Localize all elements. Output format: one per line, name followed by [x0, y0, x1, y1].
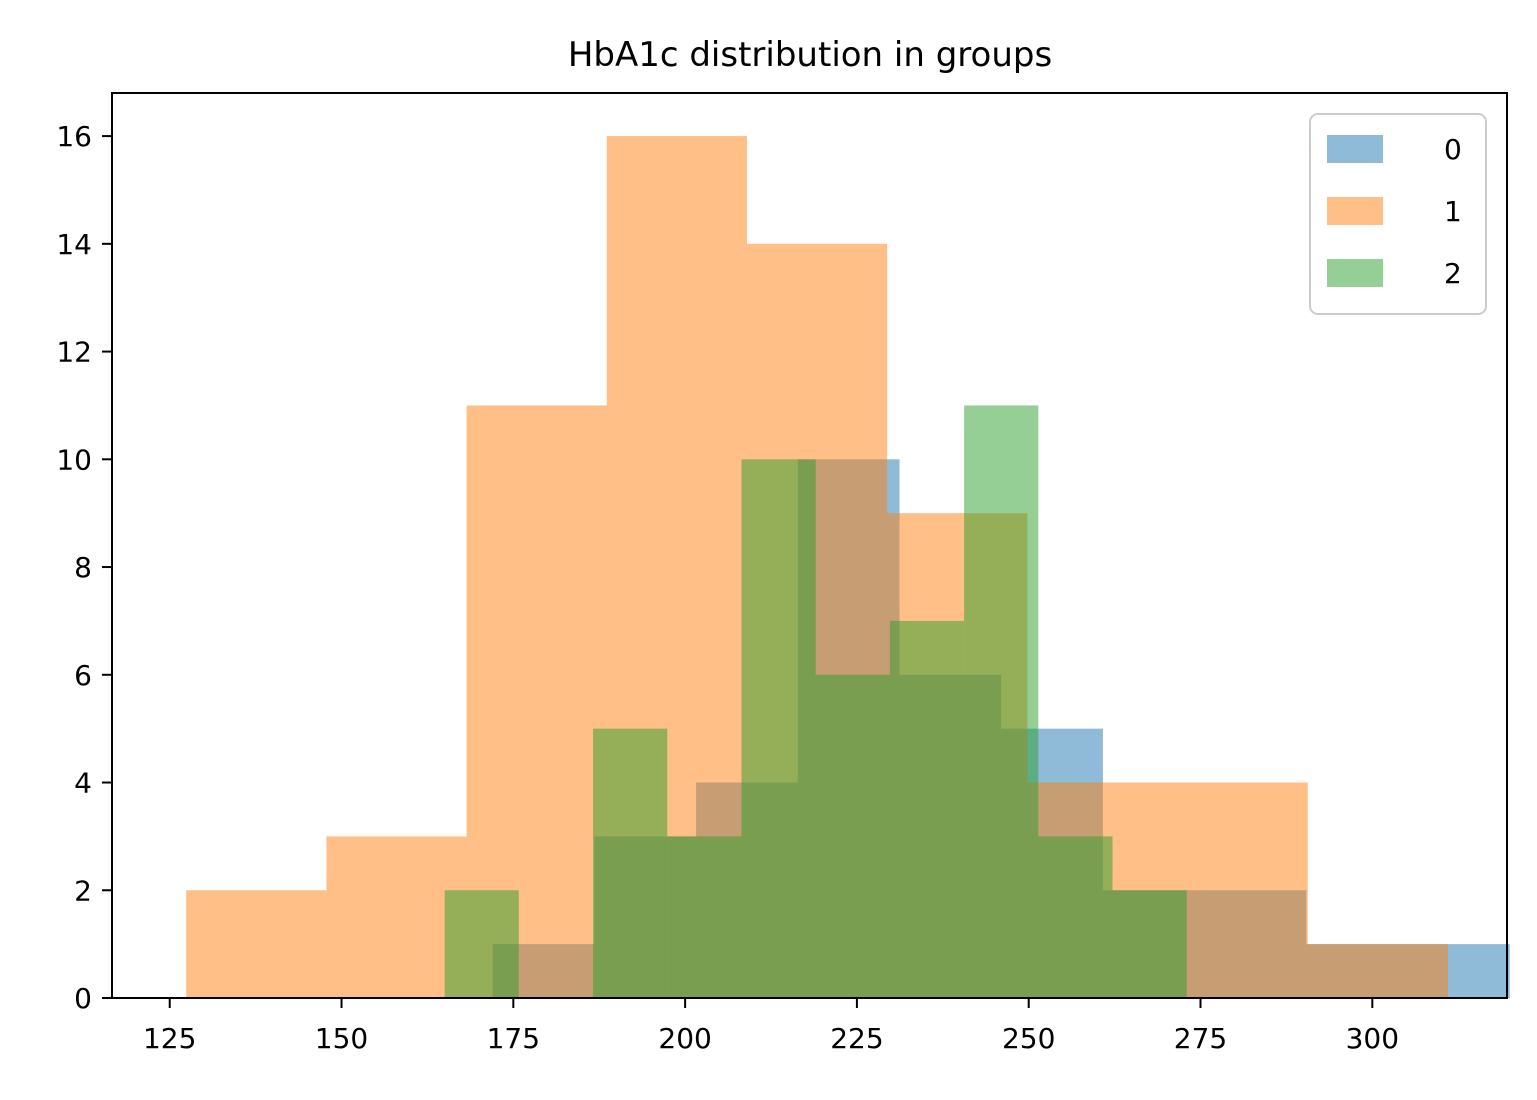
legend-label-0: 0	[1444, 133, 1462, 166]
y-tick-label: 14	[56, 228, 92, 261]
bar-series-2-bin-4	[741, 459, 816, 998]
legend-swatch-0	[1327, 135, 1383, 163]
series-2-bars	[444, 405, 1187, 998]
bar-series-2-bin-0	[444, 890, 519, 998]
bar-series-2-bin-9	[1112, 890, 1187, 998]
x-tick-label: 150	[315, 1022, 368, 1055]
bar-series-1-bin-8	[1307, 944, 1448, 998]
y-tick-label: 4	[74, 767, 92, 800]
bar-series-1-bin-1	[326, 836, 467, 998]
bar-series-2-bin-2	[593, 728, 668, 998]
bar-series-1-bin-0	[186, 890, 327, 998]
legend-swatch-2	[1327, 259, 1383, 287]
x-tick-label: 300	[1346, 1022, 1399, 1055]
legend-label-1: 1	[1444, 195, 1462, 228]
bar-series-2-bin-6	[889, 620, 965, 998]
bars-layer	[186, 136, 1510, 999]
bar-series-2-bin-5	[815, 674, 890, 998]
y-tick-label: 10	[56, 443, 92, 476]
y-tick-label: 16	[56, 120, 92, 153]
bar-series-1-bin-7	[1167, 782, 1308, 998]
x-tick-label: 225	[830, 1022, 883, 1055]
y-tick-label: 8	[74, 551, 92, 584]
bar-series-2-bin-7	[964, 405, 1039, 998]
y-tick-label: 0	[74, 982, 92, 1015]
legend-label-2: 2	[1444, 257, 1462, 290]
bar-series-2-bin-8	[1038, 836, 1113, 998]
legend: 0 1 2	[1309, 113, 1487, 315]
plot-frame	[111, 92, 1508, 999]
y-tick-label: 12	[56, 336, 92, 369]
x-tick-label: 125	[143, 1022, 196, 1055]
y-tick-label: 2	[74, 874, 92, 907]
x-tick-label: 250	[1002, 1022, 1055, 1055]
y-tick-label: 6	[74, 659, 92, 692]
legend-swatch-1	[1327, 197, 1383, 225]
x-axis: 125 150 175 200 225 250 275 300	[143, 998, 1399, 1055]
bar-series-2-bin-3	[667, 836, 742, 998]
x-tick-label: 200	[658, 1022, 711, 1055]
x-tick-label: 275	[1174, 1022, 1227, 1055]
chart-title: HbA1c distribution in groups	[568, 35, 1052, 75]
y-axis: 0 2 4 6 8 10 12 14 16	[56, 120, 112, 1015]
x-tick-label: 175	[487, 1022, 540, 1055]
